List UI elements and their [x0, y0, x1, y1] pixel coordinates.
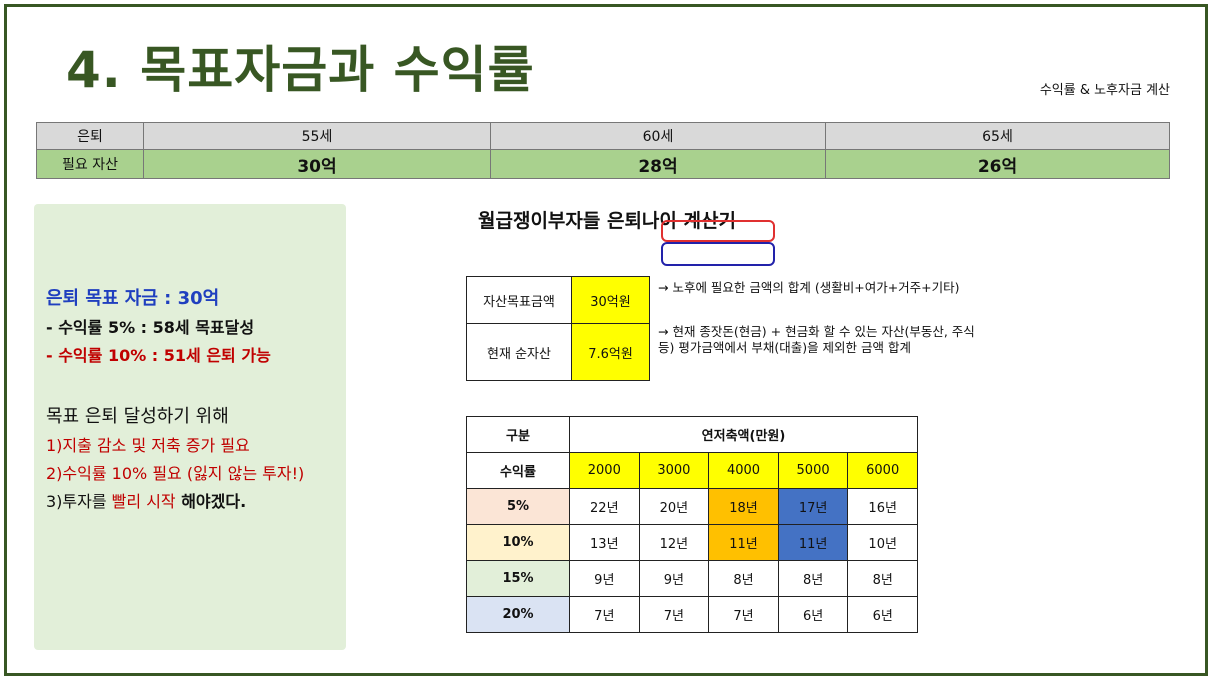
rate-cell-20: 20%	[466, 596, 570, 633]
target-asset-label: 자산목표금액	[466, 276, 572, 324]
rate-cell-15: 15%	[466, 560, 570, 597]
rate-cell-5: 5%	[466, 488, 570, 525]
retirement-assets-table: 은퇴 55세 60세 65세 필요 자산 30억 28억 26억	[36, 122, 1170, 179]
years-cell-highlight: 11년	[777, 524, 849, 561]
slide-frame	[4, 4, 1208, 676]
goal-text: 은퇴 목표 자금 : 30억	[46, 288, 220, 309]
header-cell-age-60: 60세	[490, 122, 826, 150]
asset-input-table: 자산목표금액 30억원 현재 순자산 7.6억원	[466, 276, 650, 381]
table-row: 구분 연저축액(만원)	[466, 416, 918, 453]
step-3: 3)투자를 빨리 시작 해야겠다.	[46, 488, 246, 512]
net-asset-label: 현재 순자산	[466, 323, 572, 381]
years-cell: 8년	[777, 560, 849, 597]
steps-heading: 목표 은퇴 달성하기 위해	[46, 406, 229, 427]
years-cell: 12년	[638, 524, 710, 561]
page-subtitle: 수익률 & 노후자금 계산	[1039, 83, 1170, 98]
years-cell: 13년	[569, 524, 640, 561]
rate10-text: - 수익률 10% : 51세 은퇴 가능	[46, 346, 271, 365]
step-3-highlight: 빨리 시작	[111, 492, 176, 511]
table-row: 5% 22년 20년 18년 17년 16년	[466, 488, 918, 525]
amount-header-6000: 6000	[847, 452, 918, 489]
amount-header-4000: 4000	[708, 452, 779, 489]
savings-group-header: 연저축액(만원)	[569, 416, 918, 453]
rate-header-cell: 수익률	[466, 452, 570, 489]
rate5-text: - 수익률 5% : 58세 목표달성	[46, 318, 255, 337]
years-cell: 7년	[638, 596, 710, 633]
amount-cell-55: 30억	[143, 149, 491, 179]
step-3-prefix: 3)투자를	[46, 492, 112, 511]
net-asset-note: → 현재 종잣돈(현금) + 현금화 할 수 있는 자산(부동산, 주식 등) …	[658, 324, 975, 355]
years-cell: 9년	[569, 560, 640, 597]
amount-header-2000: 2000	[569, 452, 640, 489]
years-cell-highlight: 11년	[708, 524, 779, 561]
table-row: 15% 9년 9년 8년 8년 8년	[466, 560, 918, 597]
years-cell: 16년	[847, 488, 918, 525]
amount-header-5000: 5000	[777, 452, 849, 489]
calculator-title: 월급쟁이부자들 은퇴나이 계산기	[478, 210, 736, 232]
years-cell: 9년	[638, 560, 710, 597]
years-cell: 10년	[847, 524, 918, 561]
years-cell: 20년	[638, 488, 710, 525]
table-row: 20% 7년 7년 7년 6년 6년	[466, 596, 918, 633]
years-cell-highlight: 18년	[708, 488, 779, 525]
header-cell-retire: 은퇴	[36, 122, 144, 150]
years-cell-highlight: 17년	[777, 488, 849, 525]
summary-panel: 은퇴 목표 자금 : 30억 - 수익률 5% : 58세 목표달성 - 수익률…	[34, 204, 346, 650]
rate-cell-10: 10%	[466, 524, 570, 561]
years-cell: 8년	[708, 560, 779, 597]
years-cell: 7년	[569, 596, 640, 633]
amount-cell-65: 26억	[825, 149, 1170, 179]
savings-years-table: 구분 연저축액(만원) 수익률 2000 3000 4000 5000 6000…	[466, 416, 918, 633]
table-row: 현재 순자산 7.6억원	[466, 323, 650, 381]
step-2: 2)수익률 10% 필요 (잃지 않는 투자!)	[46, 464, 305, 483]
corner-cell: 구분	[466, 416, 570, 453]
blue-outline-box	[661, 242, 775, 266]
row-label-required-assets: 필요 자산	[36, 149, 144, 179]
step-1: 1)지출 감소 및 저축 증가 필요	[46, 436, 250, 455]
target-asset-note: → 노후에 필요한 금액의 합계 (생활비+여가+거주+기타)	[658, 280, 960, 295]
years-cell: 22년	[569, 488, 640, 525]
page-title: 4. 목표자금과 수익률	[66, 41, 535, 99]
years-cell: 6년	[847, 596, 918, 633]
years-cell: 6년	[777, 596, 849, 633]
years-cell: 8년	[847, 560, 918, 597]
step-3-suffix: 해야겠다.	[175, 492, 247, 511]
table-row: 자산목표금액 30억원	[466, 276, 650, 324]
target-asset-value: 30억원	[571, 276, 650, 324]
amount-header-3000: 3000	[638, 452, 710, 489]
years-cell: 7년	[708, 596, 779, 633]
net-asset-value: 7.6억원	[571, 323, 650, 381]
table-row: 필요 자산 30억 28억 26억	[36, 149, 1170, 179]
red-outline-box	[661, 220, 775, 242]
table-row: 은퇴 55세 60세 65세	[36, 122, 1170, 150]
amount-cell-60: 28억	[490, 149, 826, 179]
table-row: 수익률 2000 3000 4000 5000 6000	[466, 452, 918, 489]
header-cell-age-65: 65세	[825, 122, 1170, 150]
table-row: 10% 13년 12년 11년 11년 10년	[466, 524, 918, 561]
header-cell-age-55: 55세	[143, 122, 491, 150]
